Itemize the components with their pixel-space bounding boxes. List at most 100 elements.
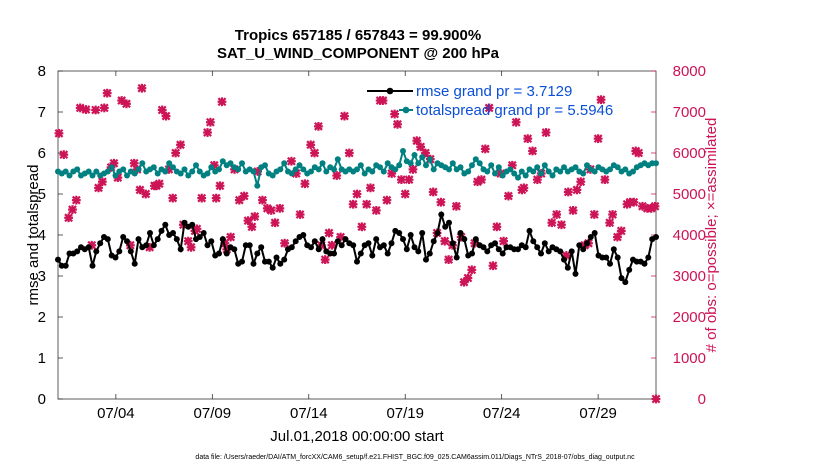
totalspread-point <box>476 160 483 167</box>
y-right-tick-label: 5000 <box>673 186 706 203</box>
totalspread-point <box>369 168 376 175</box>
totalspread-point <box>630 168 636 175</box>
totalspread-point <box>426 156 433 163</box>
obs-count-marker <box>141 189 151 199</box>
rmse-point <box>112 254 119 261</box>
obs-count-marker <box>217 97 227 107</box>
obs-count-marker <box>161 111 171 121</box>
rmse-point <box>150 242 157 249</box>
obs-count-marker <box>568 206 578 215</box>
totalspread-point <box>607 166 613 173</box>
obs-count-marker <box>310 148 319 158</box>
totalspread-point <box>472 156 479 163</box>
totalspread-point <box>323 168 330 175</box>
obs-count-marker <box>205 117 215 127</box>
rmse-point <box>587 234 594 240</box>
x-tick-label: 07/14 <box>290 405 328 422</box>
obs-count-marker <box>608 210 617 219</box>
y-right-tick-label: 3000 <box>673 268 706 285</box>
obs-count-marker <box>504 191 513 201</box>
totalspread-point <box>538 170 544 177</box>
totalspread-point <box>334 156 341 163</box>
obs-count-marker <box>211 193 221 203</box>
rmse-point <box>384 250 391 257</box>
rmse-point <box>143 242 150 249</box>
obs-count-marker <box>314 121 323 131</box>
totalspread-point <box>545 168 552 175</box>
obs-count-marker <box>239 191 249 201</box>
totalspread-point <box>430 166 437 173</box>
obs-count-marker <box>102 88 112 98</box>
totalspread-point <box>74 166 81 173</box>
y-right-tick-label: 0 <box>698 391 706 408</box>
x-tick-label: 07/24 <box>483 405 521 422</box>
obs-count-marker <box>390 109 400 119</box>
y-right-tick-label: 4000 <box>673 227 706 244</box>
rmse-point <box>208 238 215 245</box>
y-tick-label: 8 <box>38 63 46 80</box>
rmse-point <box>127 248 134 255</box>
rmse-point <box>116 248 123 255</box>
series-totalspread <box>55 147 659 189</box>
totalspread-point <box>522 172 529 179</box>
totalspread-point <box>124 172 130 179</box>
totalspread-point <box>254 182 261 189</box>
obs-count-marker <box>408 165 418 174</box>
rmse-point <box>350 242 357 249</box>
legend-rmse-marker <box>386 87 394 95</box>
y-right-tick-label: 2000 <box>673 309 706 326</box>
totalspread-point <box>377 164 383 171</box>
rmse-point <box>85 244 92 251</box>
rmse-point <box>231 246 238 253</box>
rmse-point <box>269 264 276 271</box>
totalspread-point <box>411 152 418 158</box>
legend-rmse-label: rmse grand pr = 3.7129 <box>416 83 572 100</box>
obs-count-marker <box>528 146 537 156</box>
x-axis: 07/04 07/09 07/14 07/19 07/24 07/29 <box>97 71 617 422</box>
obs-count-marker <box>176 140 185 150</box>
rmse-point <box>403 246 410 253</box>
obs-count-marker <box>572 185 582 195</box>
totalspread-point <box>423 162 429 169</box>
obs-count-marker <box>306 140 316 150</box>
totalspread-point <box>457 164 464 171</box>
chart-title: Tropics 657185 / 657843 = 99.900% <box>235 27 481 44</box>
rmse-point <box>545 248 552 255</box>
obs-count-marker <box>203 128 212 137</box>
obs-count-marker <box>295 210 305 219</box>
obs-count-marker <box>171 148 181 158</box>
totalspread-point <box>384 160 391 167</box>
obs-count-marker <box>382 195 392 205</box>
obs-count-marker <box>393 119 402 129</box>
obs-count-marker <box>300 179 310 189</box>
obs-count-marker <box>137 83 147 93</box>
totalspread-point <box>300 166 307 173</box>
rmse-point <box>254 250 261 257</box>
totalspread-point <box>89 172 96 179</box>
totalspread-point <box>361 170 368 177</box>
rmse-point <box>541 240 548 247</box>
rmse-point <box>334 238 341 245</box>
obs-count-marker <box>428 187 438 197</box>
rmse-point <box>196 234 203 240</box>
totalspread-point <box>62 168 69 175</box>
rmse-point <box>653 234 659 240</box>
totalspread-point <box>380 168 387 175</box>
rmse-point <box>246 242 253 249</box>
rmse-point <box>357 250 364 257</box>
totalspread-point <box>189 168 196 175</box>
rmse-point <box>618 275 625 282</box>
totalspread-point <box>518 168 525 175</box>
totalspread-point <box>262 162 268 169</box>
totalspread-point <box>591 168 598 175</box>
obs-count-marker <box>68 205 77 214</box>
obs-count-marker <box>226 232 236 242</box>
obs-count-marker <box>64 213 74 223</box>
totalspread-point <box>469 162 475 169</box>
obs-count-marker <box>327 240 337 250</box>
obs-count-marker <box>557 220 566 230</box>
y-right-tick-label: 7000 <box>673 104 706 121</box>
obs-count-marker <box>634 148 644 158</box>
rmse-point <box>170 230 176 236</box>
